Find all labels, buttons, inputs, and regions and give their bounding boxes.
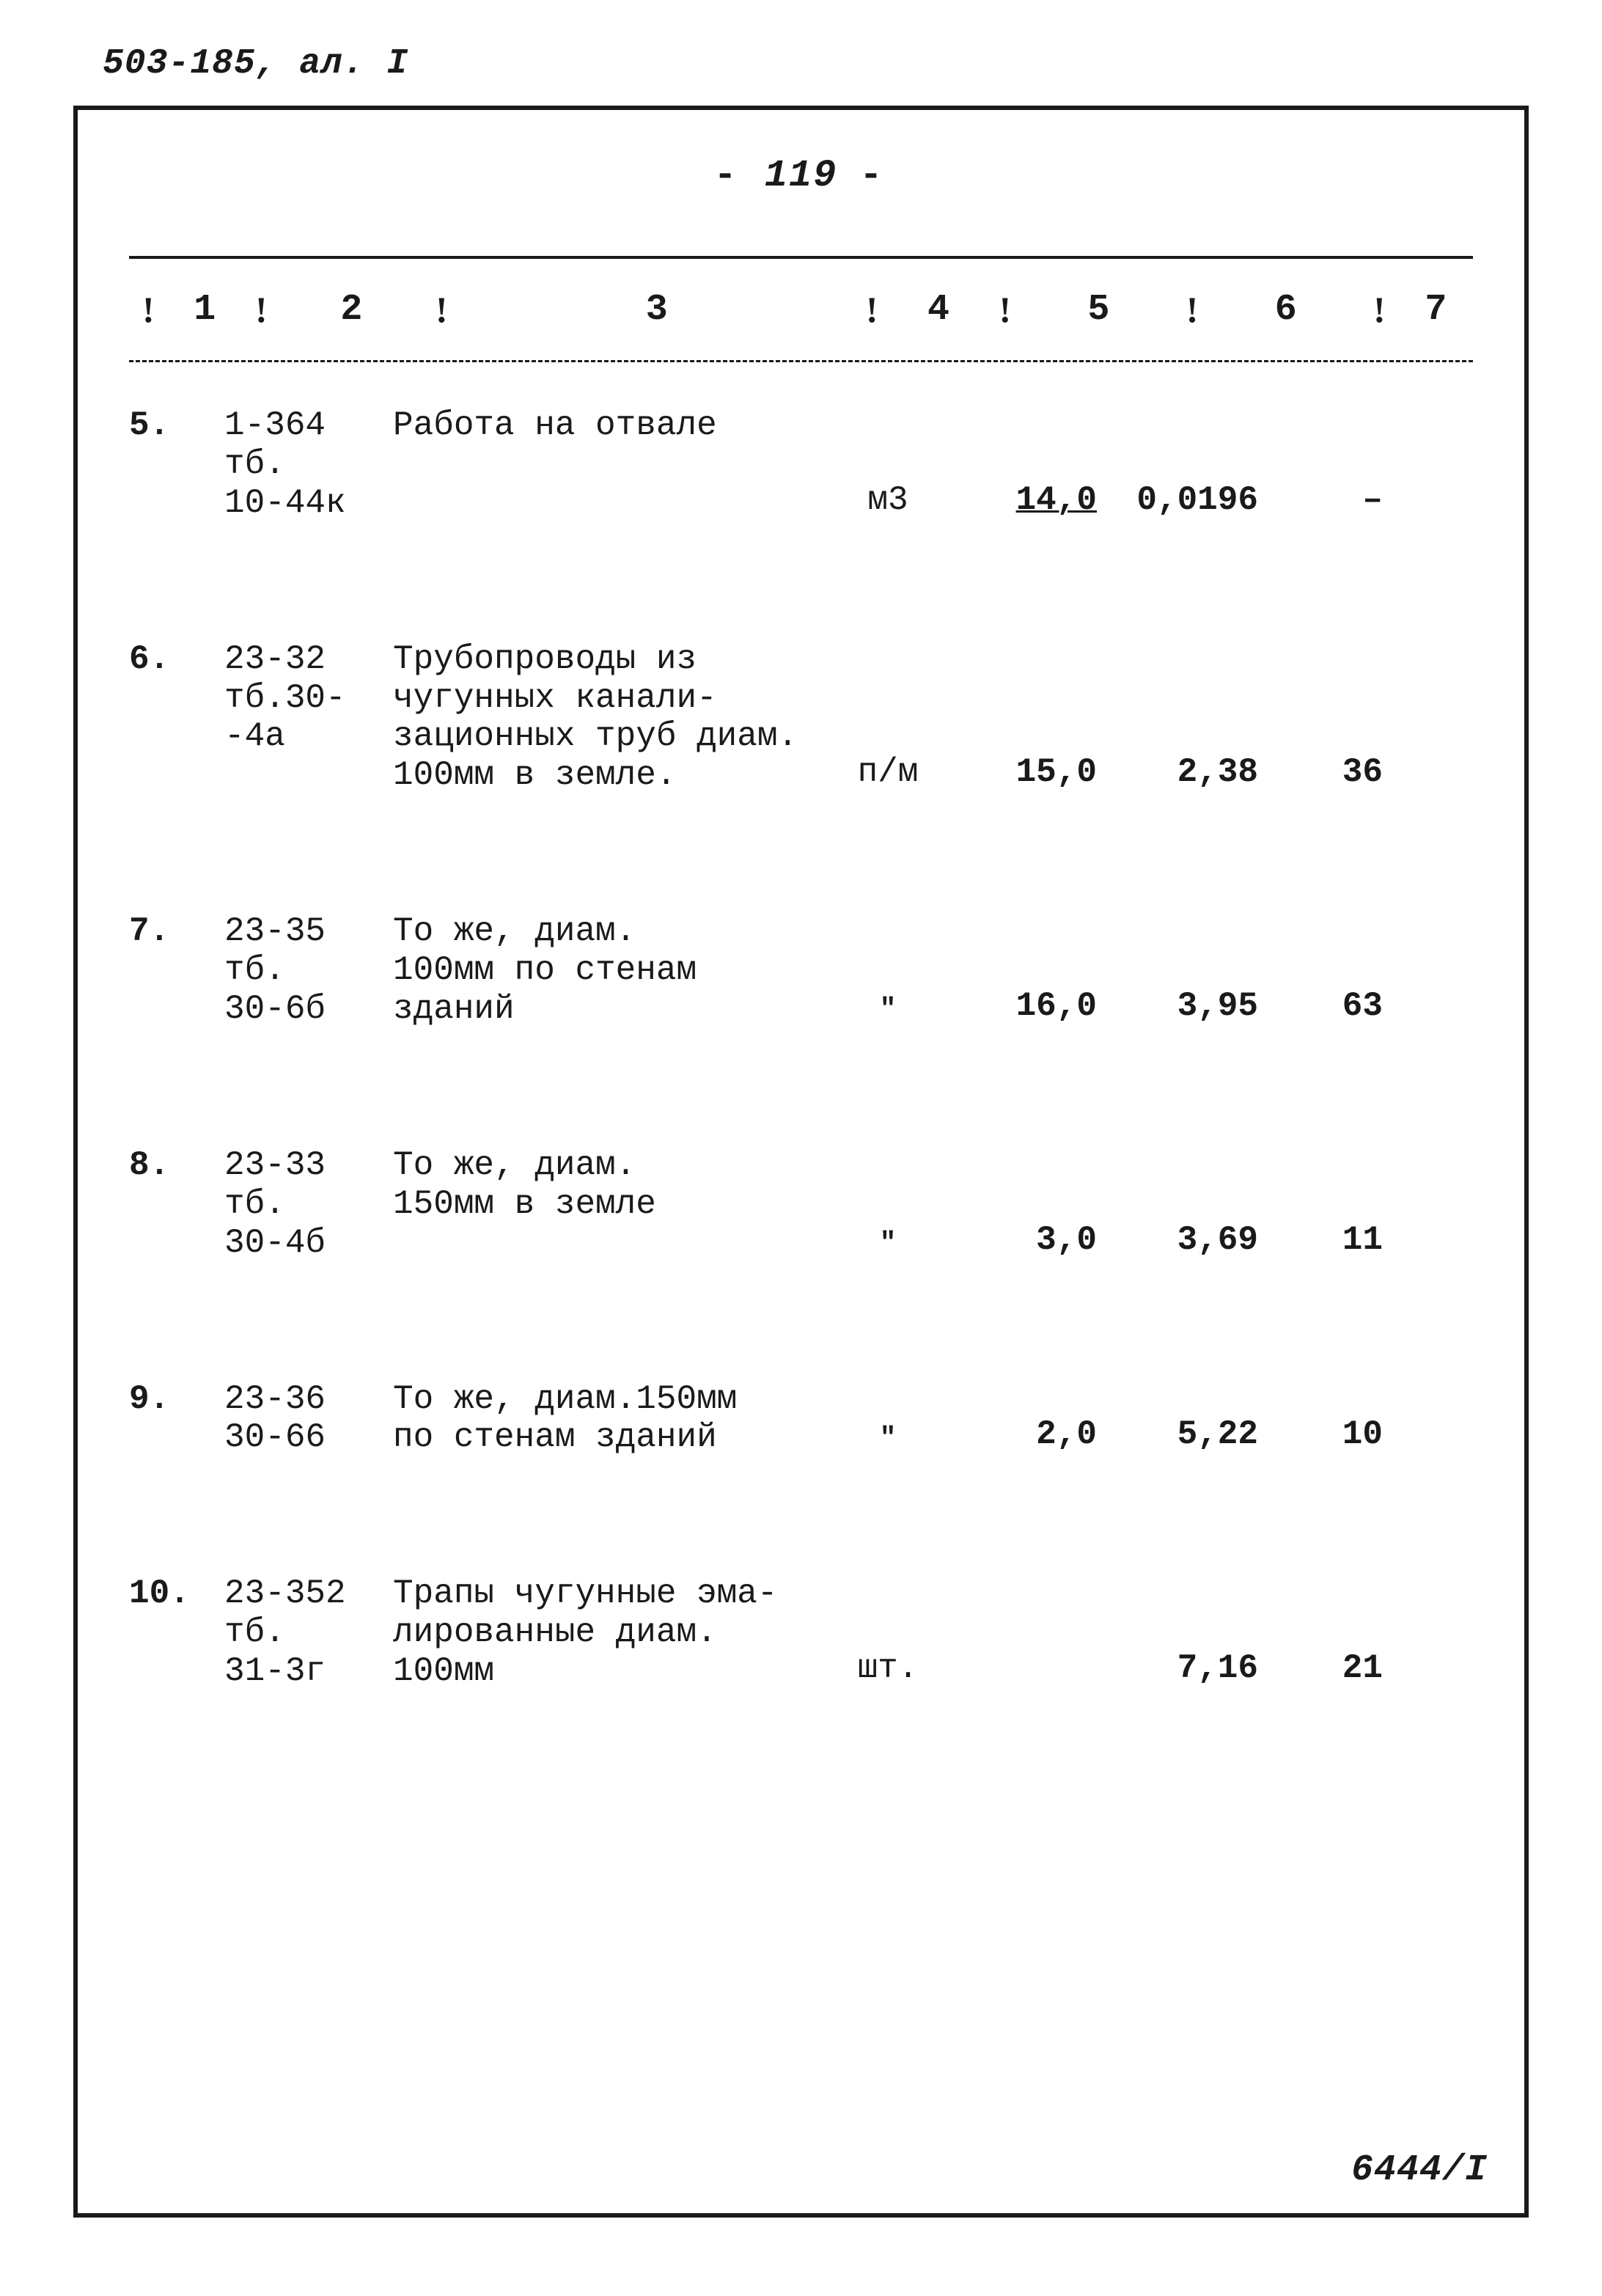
col-header-4: 4 [892, 289, 986, 331]
row-qty: 15,0 [943, 753, 1097, 795]
row-num: 6. [129, 640, 224, 679]
row-desc: Работа на отвале [393, 406, 833, 445]
row-rate: 3,95 [1097, 987, 1273, 1029]
table-row: 5. 1-364 тб. 10-44к Работа на отвале м3 … [129, 406, 1473, 523]
col-header-2: 2 [281, 289, 422, 331]
table-row: 10. 23-352 тб. 31-3г Трапы чугунные эма-… [129, 1574, 1473, 1691]
table-row: 9. 23-36 30-66 То же, диам.150мм по стен… [129, 1380, 1473, 1458]
row-rate: 2,38 [1097, 753, 1273, 795]
footer-note: 6444/I [1351, 2149, 1488, 2191]
row-code: 23-32 тб.30- -4а [224, 640, 393, 757]
row-amt: 36 [1273, 753, 1383, 795]
table-row: 8. 23-33 тб. 30-4б То же, диам. 150мм в … [129, 1146, 1473, 1263]
row-num: 10. [129, 1574, 224, 1613]
page-number-value: 119 [765, 154, 838, 197]
row-amt: 10 [1273, 1415, 1383, 1457]
row-desc: То же, диам. 150мм в земле [393, 1146, 833, 1224]
row-num: 7. [129, 912, 224, 951]
col-header-5: 5 [1024, 289, 1173, 331]
data-rows: 5. 1-364 тб. 10-44к Работа на отвале м3 … [129, 406, 1473, 1691]
row-desc: Трубопроводы из чугунных канали- зационн… [393, 640, 833, 796]
row-code: 23-352 тб. 31-3г [224, 1574, 393, 1691]
row-unit-ditto: " [833, 994, 943, 1029]
row-qty: 14,0 [943, 481, 1097, 523]
row-unit: м3 [833, 481, 943, 523]
row-desc: Трапы чугунные эма- лированные диам. 100… [393, 1574, 833, 1691]
col-header-7: 7 [1399, 289, 1473, 331]
row-num: 9. [129, 1380, 224, 1419]
row-code: 23-36 30-66 [224, 1380, 393, 1458]
row-desc: То же, диам. 100мм по стенам зданий [393, 912, 833, 1029]
row-code: 23-35 тб. 30-6б [224, 912, 393, 1029]
row-code: 23-33 тб. 30-4б [224, 1146, 393, 1263]
row-amt: – [1273, 481, 1383, 523]
row-unit: шт. [833, 1649, 943, 1691]
row-num: 8. [129, 1146, 224, 1185]
row-desc: То же, диам.150мм по стенам зданий [393, 1380, 833, 1458]
table-row: 6. 23-32 тб.30- -4а Трубопроводы из чугу… [129, 640, 1473, 796]
row-qty [943, 1688, 1097, 1691]
table-row: 7. 23-35 тб. 30-6б То же, диам. 100мм по… [129, 912, 1473, 1029]
row-unit: п/м [833, 753, 943, 795]
row-unit-ditto: " [833, 1423, 943, 1458]
row-unit-ditto: " [833, 1228, 943, 1263]
row-qty: 16,0 [943, 987, 1097, 1029]
col-header-1: 1 [168, 289, 242, 331]
row-amt: 21 [1273, 1649, 1383, 1691]
row-rate: 7,16 [1097, 1649, 1273, 1691]
row-num: 5. [129, 406, 224, 445]
page-number: -119- [129, 154, 1473, 197]
row-rate: 0,0196 [1097, 481, 1273, 523]
row-amt: 63 [1273, 987, 1383, 1029]
column-header-row: ! 1 ! 2 ! 3 ! 4 ! 5 ! 6 ! 7 [129, 256, 1473, 362]
col-header-3: 3 [461, 289, 853, 331]
header-note: 503-185, ал. I [103, 44, 1529, 84]
row-qty: 2,0 [943, 1415, 1097, 1457]
row-rate: 5,22 [1097, 1415, 1273, 1457]
col-header-6: 6 [1211, 289, 1360, 331]
row-qty: 3,0 [943, 1221, 1097, 1263]
row-rate: 3,69 [1097, 1221, 1273, 1263]
page-frame: -119- ! 1 ! 2 ! 3 ! 4 ! 5 ! 6 ! 7 5. 1-3… [73, 106, 1529, 2218]
row-code: 1-364 тб. 10-44к [224, 406, 393, 523]
row-amt: 11 [1273, 1221, 1383, 1263]
